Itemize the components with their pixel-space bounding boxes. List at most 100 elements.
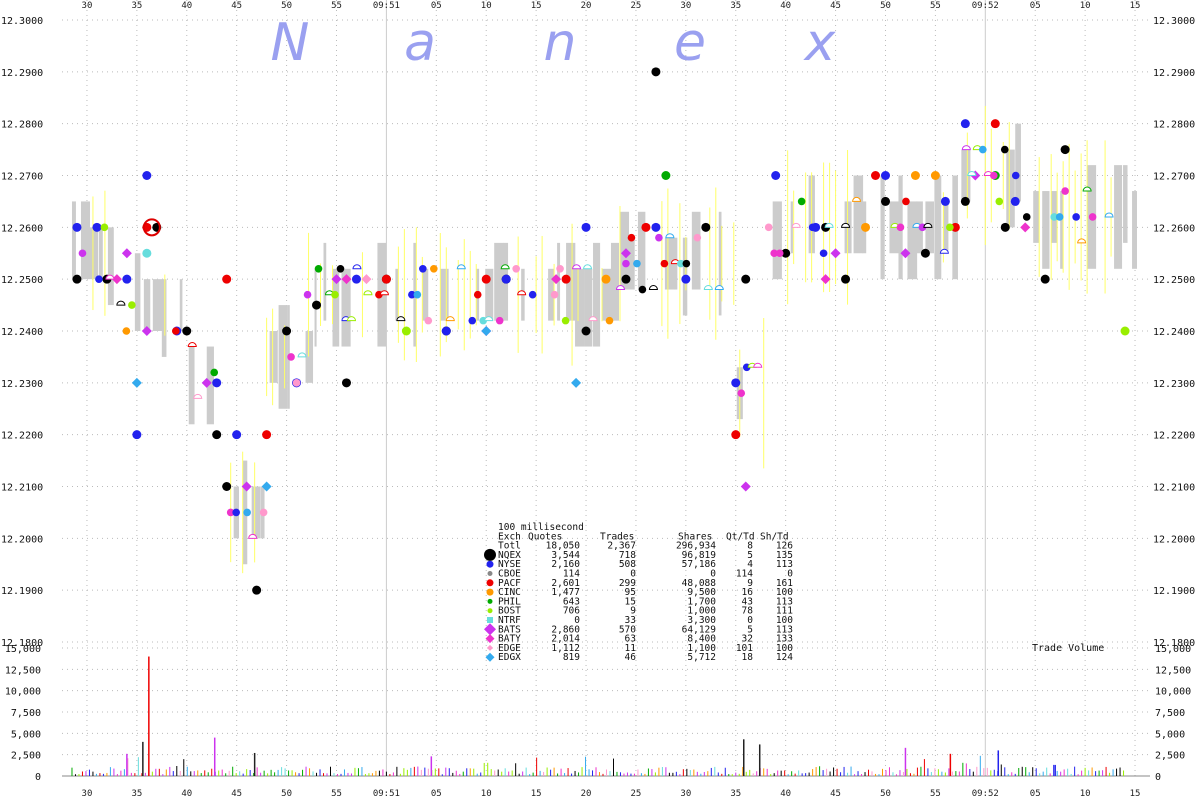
bid-ask-band [143,279,151,331]
legend-swatch [487,608,493,614]
legend-swatch [486,579,494,587]
legend-cell-qt_td: 16 [742,587,754,598]
legend-cell-exch: PACF [498,578,521,589]
legend-cell-shares: 1,100 [687,643,716,654]
legend-cell-exch: BATS [498,624,521,635]
bid-ask-band [566,242,576,321]
ask-marker [852,196,862,202]
price-tick-label: 12.2000 [1,534,43,545]
ask-marker [791,222,801,228]
brand-letter: n [544,13,577,73]
price-tick-label: 12.2500 [1,275,43,286]
quote-point-cinc [861,222,871,232]
legend-header: Sh/Td [760,531,789,542]
legend-cell-shares: 9,500 [687,587,716,598]
quote-marker [430,265,438,273]
legend-cell-shares: 96,819 [682,550,717,561]
quote-markers [72,67,1130,595]
bid-ask-band [251,486,261,539]
quote-marker [226,508,235,517]
legend-cell-exch: CINC [498,587,521,598]
quote-point-nqex [341,378,351,388]
legend-cell-exch: BOST [498,606,521,617]
quote-point-nqex [741,274,751,284]
time-tick-label: 09:51 [373,789,400,799]
legend-cell-shares: 1,700 [687,596,716,607]
bid-ask-band [1132,191,1137,269]
quote-marker [819,249,828,258]
legend-cell-sh_td: 161 [776,578,793,589]
quote-marker [622,259,630,268]
time-tick-label: 09:51 [373,1,400,11]
quote-point-nyse [880,171,890,180]
legend-cell-quotes: 18,050 [546,541,581,552]
quote-point-bats [241,481,252,492]
quote-point-baty [341,274,352,285]
quote-marker [210,368,219,377]
time-tick-label: 25 [631,1,642,11]
trade-lines [92,106,1112,574]
quote-point-nyse [92,222,102,232]
volume-tick-label: 7,500 [11,708,41,719]
bid-ask-band [718,211,722,316]
quote-marker [808,223,817,232]
ask-marker [346,316,356,322]
legend-cell-shares: 57,186 [682,559,717,570]
ask-marker [967,171,977,176]
quote-marker [737,389,746,398]
bid-ask-band [134,253,141,331]
quote-marker [693,233,702,242]
quote-point-nqex [312,300,322,310]
legend-cell-quotes: 3,544 [551,550,580,561]
bid-ask-band [1033,191,1040,243]
quote-point-cinc [601,274,611,284]
time-axis-bottom: 30 35 40 45 50 55 09:51 05 10 15 20 25 30 35 40 45 50 55 0… [82,789,1141,799]
legend-cell-quotes: 0 [574,615,580,626]
legend-cell-trades: 95 [625,587,636,598]
legend-cell-sh_td: 113 [776,596,793,607]
legend-cell-quotes: 2,014 [551,634,580,645]
legend-cell-trades: 299 [619,578,636,589]
legend-header: Trades [600,531,634,542]
time-tick-label: 30 [82,1,93,11]
quote-point-pacf [950,222,960,232]
quote-point-edgx [481,326,492,336]
bid-ask-band [494,242,504,321]
legend-cell-trades: 46 [625,652,637,663]
legend-cell-qt_td: 5 [747,550,753,561]
bid-ask-band [152,279,163,331]
bid-ask-band [395,268,399,321]
quote-marker [243,508,251,517]
time-tick-label: 55 [930,789,941,799]
legend-cell-sh_td: 111 [776,606,793,617]
ask-marker [248,533,258,539]
quote-marker [561,316,570,325]
quote-point-pacf [990,119,1000,129]
legend-cell-quotes: 1,112 [551,643,580,654]
bid-ask-band [610,242,619,321]
legend-cell-exch: NTRF [498,615,521,626]
quote-marker [424,316,433,325]
quote-marker [232,508,240,517]
quote-point-nyse [771,171,781,180]
bid-ask-band [89,227,99,280]
quote-marker [122,327,131,335]
quote-marker [682,259,691,268]
time-tick-label: 55 [331,789,342,799]
quote-point-edgx [571,377,582,388]
time-tick-label: 15 [531,1,542,11]
quote-marker [473,290,482,299]
brand-letter: x [803,13,837,73]
quote-point-nyse [581,222,591,232]
bid-ask-band [485,268,494,321]
legend-cell-qt_td: 101 [736,643,753,654]
legend-swatch [487,571,493,576]
volume-tick-label: 5,000 [1155,729,1185,740]
legend-cell-trades: 0 [630,569,636,580]
time-tick-label: 15 [1130,789,1141,799]
price-axis-left: 12.3000 12.2900 12.2800 12.2700 12.2600 12.25… [1,16,43,783]
time-tick-label: 10 [481,789,492,799]
legend-cell-shares: 3,300 [687,615,716,626]
quote-marker [660,259,669,268]
